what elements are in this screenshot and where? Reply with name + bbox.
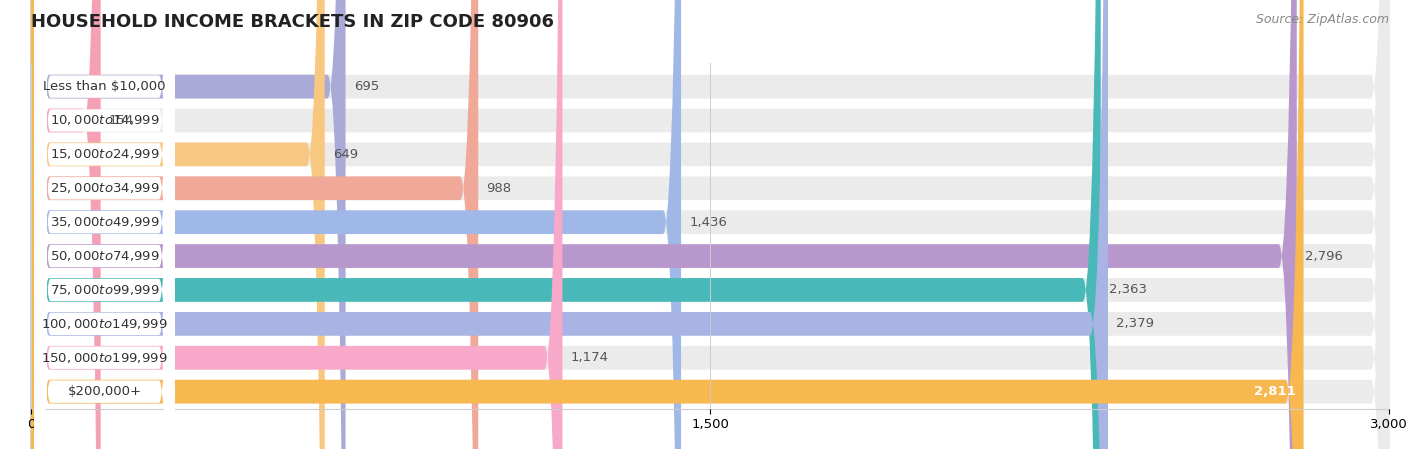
Text: 1,174: 1,174 xyxy=(571,351,609,364)
Text: $100,000 to $149,999: $100,000 to $149,999 xyxy=(41,317,167,331)
Text: Less than $10,000: Less than $10,000 xyxy=(44,80,166,93)
FancyBboxPatch shape xyxy=(31,0,1389,449)
FancyBboxPatch shape xyxy=(31,0,1389,449)
Text: 649: 649 xyxy=(333,148,359,161)
Text: 988: 988 xyxy=(486,182,512,195)
Text: 2,796: 2,796 xyxy=(1305,250,1343,263)
FancyBboxPatch shape xyxy=(31,0,325,449)
FancyBboxPatch shape xyxy=(31,0,562,449)
Text: 2,363: 2,363 xyxy=(1109,283,1147,296)
FancyBboxPatch shape xyxy=(31,0,1389,449)
Text: $15,000 to $24,999: $15,000 to $24,999 xyxy=(49,147,159,161)
FancyBboxPatch shape xyxy=(31,0,1389,449)
FancyBboxPatch shape xyxy=(31,0,681,449)
FancyBboxPatch shape xyxy=(35,0,174,449)
FancyBboxPatch shape xyxy=(31,0,1389,449)
FancyBboxPatch shape xyxy=(31,0,101,449)
FancyBboxPatch shape xyxy=(31,0,346,449)
Text: 2,811: 2,811 xyxy=(1254,385,1295,398)
Text: HOUSEHOLD INCOME BRACKETS IN ZIP CODE 80906: HOUSEHOLD INCOME BRACKETS IN ZIP CODE 80… xyxy=(31,13,554,31)
FancyBboxPatch shape xyxy=(35,0,174,449)
FancyBboxPatch shape xyxy=(35,0,174,449)
FancyBboxPatch shape xyxy=(31,0,1108,449)
FancyBboxPatch shape xyxy=(31,0,1296,449)
Text: $150,000 to $199,999: $150,000 to $199,999 xyxy=(41,351,167,365)
FancyBboxPatch shape xyxy=(35,0,174,449)
FancyBboxPatch shape xyxy=(31,0,1389,449)
Text: $25,000 to $34,999: $25,000 to $34,999 xyxy=(49,181,159,195)
Text: 695: 695 xyxy=(354,80,380,93)
Text: $50,000 to $74,999: $50,000 to $74,999 xyxy=(49,249,159,263)
FancyBboxPatch shape xyxy=(31,0,1389,449)
Text: $75,000 to $99,999: $75,000 to $99,999 xyxy=(49,283,159,297)
FancyBboxPatch shape xyxy=(35,0,174,449)
Text: 2,379: 2,379 xyxy=(1116,317,1154,330)
Text: $35,000 to $49,999: $35,000 to $49,999 xyxy=(49,215,159,229)
FancyBboxPatch shape xyxy=(35,0,174,449)
Text: $200,000+: $200,000+ xyxy=(67,385,142,398)
FancyBboxPatch shape xyxy=(31,0,1389,449)
FancyBboxPatch shape xyxy=(35,0,174,449)
FancyBboxPatch shape xyxy=(35,0,174,449)
FancyBboxPatch shape xyxy=(31,0,478,449)
FancyBboxPatch shape xyxy=(35,0,174,449)
Text: 1,436: 1,436 xyxy=(689,216,727,229)
Text: $10,000 to $14,999: $10,000 to $14,999 xyxy=(49,114,159,128)
Text: 154: 154 xyxy=(108,114,134,127)
FancyBboxPatch shape xyxy=(35,0,174,449)
FancyBboxPatch shape xyxy=(31,0,1389,449)
FancyBboxPatch shape xyxy=(31,0,1101,449)
FancyBboxPatch shape xyxy=(31,0,1389,449)
FancyBboxPatch shape xyxy=(31,0,1303,449)
Text: Source: ZipAtlas.com: Source: ZipAtlas.com xyxy=(1256,13,1389,26)
